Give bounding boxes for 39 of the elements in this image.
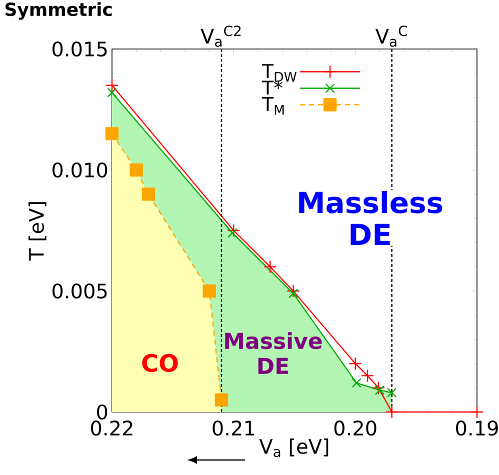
point [130, 163, 143, 177]
y-tick-label: 0.015 [52, 41, 107, 57]
y-tick-label: 0 [97, 404, 108, 420]
y-axis-title: T [eV] [28, 202, 46, 261]
annotation: CO [142, 354, 178, 372]
point [286, 284, 300, 298]
point [105, 127, 119, 140]
point [142, 188, 156, 201]
point [385, 405, 398, 419]
x-tick-label: 0.20 [334, 420, 376, 436]
point [374, 385, 385, 396]
point [386, 388, 397, 398]
legend-label: T$_{M}$ [262, 97, 284, 115]
point [228, 228, 238, 238]
point [202, 284, 216, 298]
point [348, 357, 362, 370]
ref-line-label: V$_{a}$C [375, 26, 408, 47]
point [470, 405, 484, 419]
point [107, 88, 117, 98]
x-tick-label: 0.19 [456, 420, 498, 436]
point [372, 381, 386, 394]
annotation: Massless DE [299, 190, 442, 246]
point [288, 288, 298, 298]
ref-line-label: V$_{a}$C2 [200, 26, 241, 47]
point [264, 260, 277, 274]
y-tick-label: 0.010 [52, 162, 108, 178]
point [352, 378, 362, 388]
annotation: Massive DE [225, 332, 322, 374]
y-tick-label: 0.005 [52, 283, 107, 299]
x-tick-label: 0.22 [91, 420, 132, 436]
chart-title: Symmetric [5, 2, 112, 20]
point [360, 369, 374, 382]
point [214, 393, 228, 407]
legend-label: T* [262, 80, 282, 95]
point [105, 78, 119, 92]
point [227, 224, 240, 238]
legend-label: T$_{DW}$ [262, 64, 297, 82]
x-tick-label: 0.21 [212, 420, 254, 436]
x-axis-title: V$_{a}$ [eV] [259, 438, 328, 458]
